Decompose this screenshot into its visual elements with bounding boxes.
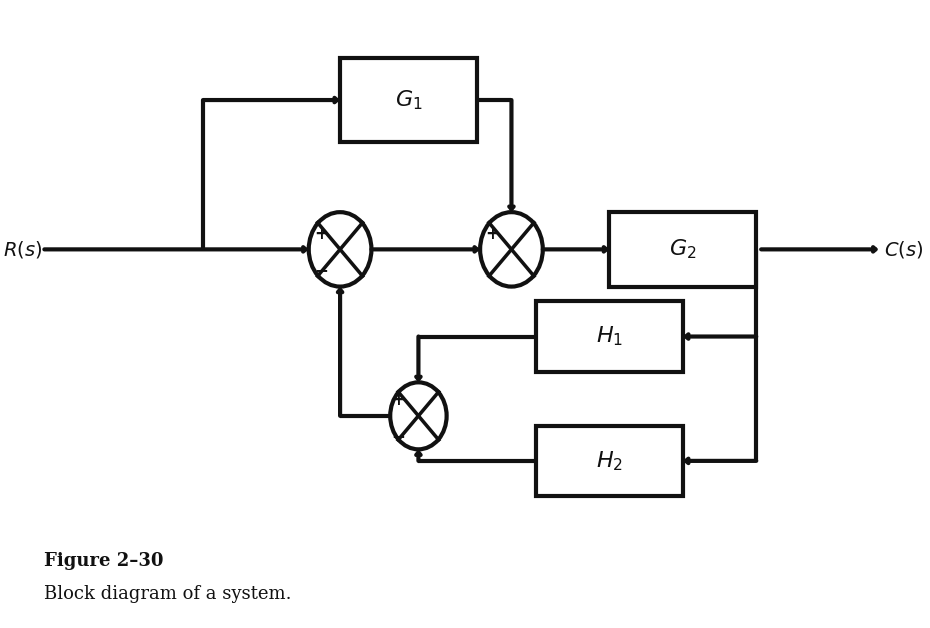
Bar <box>340 58 477 142</box>
Text: $G_1$: $G_1$ <box>395 89 422 112</box>
Text: +: + <box>392 391 405 409</box>
Text: $C(s)$: $C(s)$ <box>884 239 923 260</box>
Text: Block diagram of a system.: Block diagram of a system. <box>45 585 292 603</box>
Text: $R(s)$: $R(s)$ <box>3 239 43 260</box>
Text: −: − <box>314 261 328 279</box>
Bar <box>536 301 683 372</box>
Text: +: + <box>314 225 328 243</box>
Text: −: − <box>392 427 405 445</box>
Text: +: + <box>485 225 499 243</box>
Text: $H_1$: $H_1$ <box>596 325 623 349</box>
Text: Figure 2–30: Figure 2–30 <box>45 552 164 570</box>
Text: $G_2$: $G_2$ <box>669 237 697 261</box>
Bar <box>536 426 683 496</box>
Text: $H_2$: $H_2$ <box>596 449 623 473</box>
Bar <box>609 212 756 286</box>
